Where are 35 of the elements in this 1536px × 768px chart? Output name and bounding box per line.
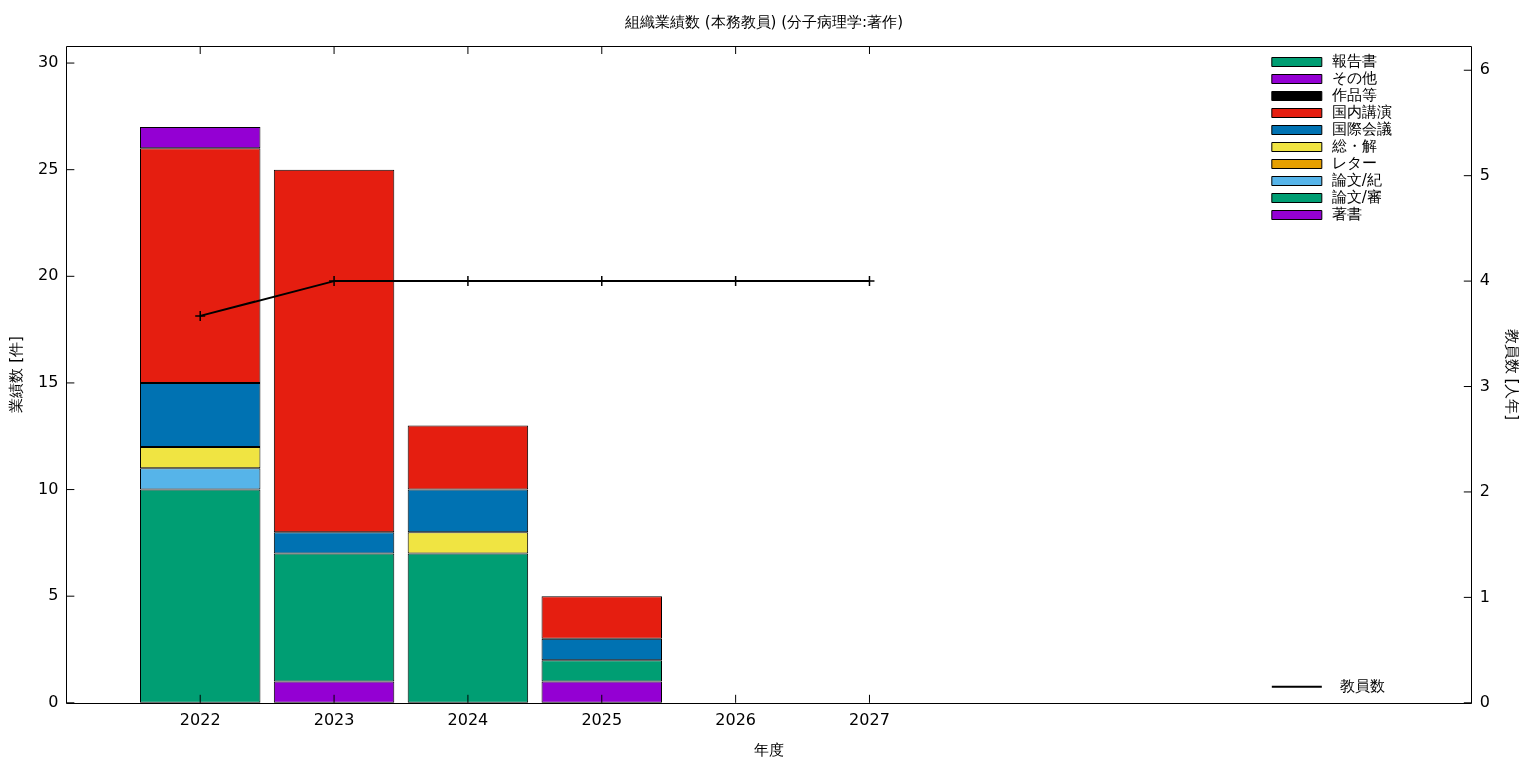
- y2-tick-label: 5: [1479, 164, 1491, 184]
- chart-title: 組織業績数 (本務教員) (分子病理学:著作): [624, 12, 903, 31]
- y-tick-label: 30: [38, 52, 59, 72]
- y2-tick-label: 4: [1479, 270, 1491, 290]
- legend-label: 論文/紀: [1331, 170, 1382, 189]
- legend-label: レター: [1331, 153, 1377, 172]
- legend-label: 国内講演: [1331, 102, 1392, 121]
- y-tick-label: 10: [38, 478, 59, 498]
- y-tick-label: 15: [38, 372, 59, 392]
- legend-label: 著書: [1331, 204, 1362, 223]
- y2-tick-label: 6: [1479, 59, 1491, 79]
- x-tick-label: 2027: [849, 709, 890, 729]
- legend-label: 総・解: [1330, 136, 1377, 155]
- y-axis-title: 業績数 [件]: [6, 336, 25, 413]
- x-tick-label: 2024: [447, 709, 489, 729]
- y-tick-label: 0: [48, 691, 59, 711]
- x-axis-title: 年度: [754, 740, 785, 759]
- legend-label: 国際会議: [1331, 119, 1392, 138]
- x-tick-label: 2022: [179, 709, 221, 729]
- legend-label: その他: [1331, 68, 1377, 87]
- y2-axis-title: 教員数 [人年]: [1503, 328, 1522, 421]
- legend-label: 作品等: [1330, 85, 1377, 104]
- y-tick-label: 25: [38, 158, 59, 178]
- x-tick-label: 2025: [581, 709, 623, 729]
- y2-tick-label: 0: [1479, 691, 1491, 711]
- legend-label: 教員数: [1339, 676, 1385, 695]
- y2-tick-label: 3: [1479, 375, 1491, 395]
- legend-label: 報告書: [1331, 51, 1377, 70]
- y-tick-label: 20: [38, 265, 59, 285]
- legend-label: 論文/審: [1331, 187, 1382, 206]
- y-tick-label: 5: [48, 585, 59, 605]
- y2-tick-label: 2: [1479, 481, 1491, 501]
- y2-tick-label: 1: [1479, 586, 1491, 606]
- x-tick-label: 2026: [715, 709, 756, 729]
- x-tick-label: 2023: [313, 709, 355, 729]
